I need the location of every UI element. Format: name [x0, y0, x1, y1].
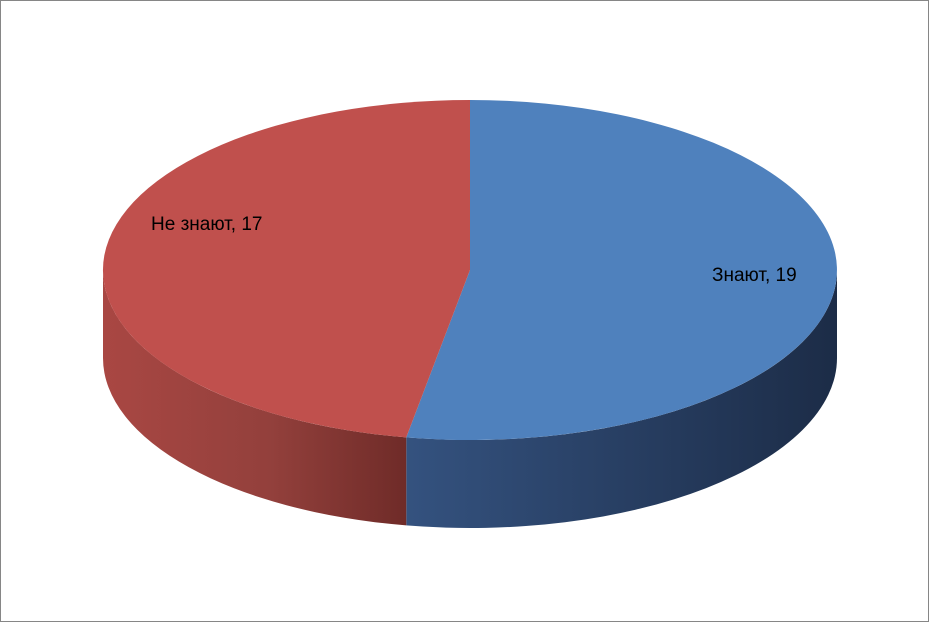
pie-slice-ne-znayut[interactable]: [102, 100, 471, 438]
pie-slice-znayut[interactable]: [406, 100, 837, 441]
data-labels: Знают, 19 Не знают, 17: [151, 214, 797, 286]
pie-sides: [102, 270, 837, 529]
data-label-znayut: Знают, 19: [712, 265, 797, 286]
pie-side-ne-znayut: [102, 270, 407, 526]
pie-side-znayut: [406, 270, 837, 529]
data-label-ne-znayut: Не знают, 17: [151, 214, 262, 235]
pie-tops: [102, 100, 837, 441]
